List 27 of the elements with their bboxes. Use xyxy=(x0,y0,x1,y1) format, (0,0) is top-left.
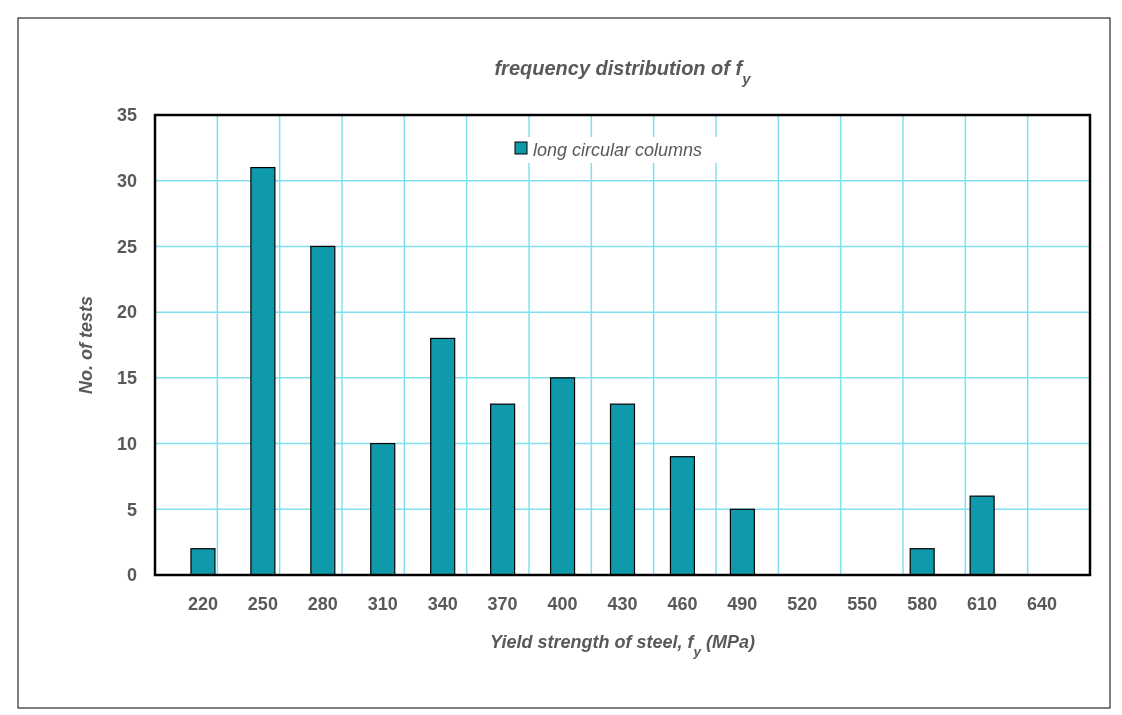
y-axis-title: No. of tests xyxy=(76,295,96,395)
x-tick-label: 280 xyxy=(307,594,338,614)
x-tick-label: 370 xyxy=(487,594,518,614)
y-tick-label: 5 xyxy=(126,499,137,520)
x-tick-label: 460 xyxy=(667,594,698,614)
x-tick-label: 250 xyxy=(247,594,278,614)
x-tick-label: 580 xyxy=(907,594,938,614)
x-tick-label: 430 xyxy=(607,594,638,614)
y-tick-label: 20 xyxy=(116,302,137,323)
x-tick-label: 520 xyxy=(787,594,818,614)
y-tick-label: 35 xyxy=(116,105,137,126)
x-tick-label: 490 xyxy=(727,594,758,614)
y-tick-label: 15 xyxy=(116,368,137,389)
y-tick-label: 0 xyxy=(126,565,137,586)
y-tick-label: 25 xyxy=(116,236,137,257)
x-tick-label: 340 xyxy=(427,594,458,614)
x-tick-label: 400 xyxy=(547,594,578,614)
x-tick-label: 550 xyxy=(847,594,878,614)
legend-label: long circular columns xyxy=(533,140,703,161)
x-tick-label: 310 xyxy=(367,594,398,614)
x-tick-label: 220 xyxy=(187,594,218,614)
x-axis-title: Yield strength of steel, f$_{y}$ (MPa) xyxy=(490,632,755,659)
y-tick-label: 10 xyxy=(116,433,137,454)
y-tick-label: 30 xyxy=(116,171,137,192)
x-tick-label: 640 xyxy=(1027,594,1058,614)
chart-title: frequency distribution of f$_{y}$ xyxy=(494,57,752,87)
x-tick-label: 610 xyxy=(967,594,998,614)
